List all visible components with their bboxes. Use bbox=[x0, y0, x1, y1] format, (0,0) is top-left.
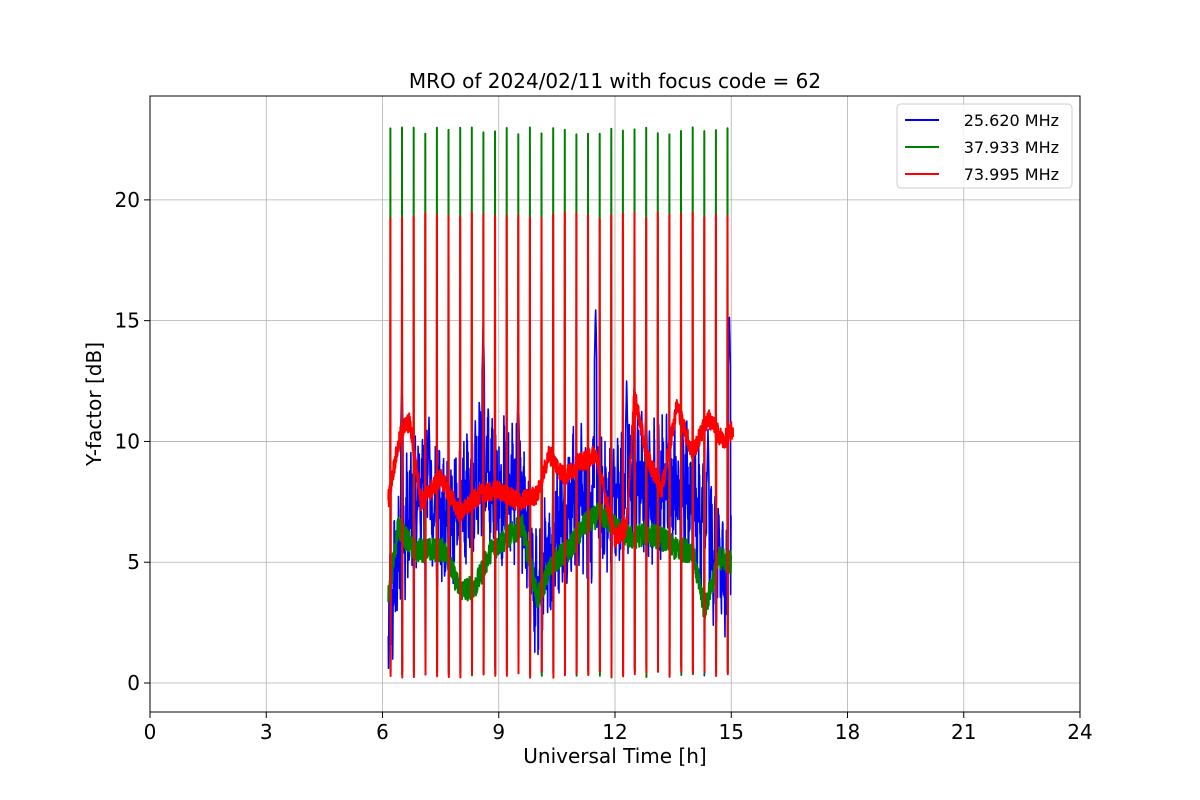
x-tick-label: 3 bbox=[260, 720, 273, 744]
series-line-3 bbox=[387, 211, 735, 679]
x-tick-label: 0 bbox=[144, 720, 157, 744]
y-tick-label: 10 bbox=[115, 429, 140, 453]
series-layer bbox=[387, 126, 735, 679]
y-axis-ticks: 0 5 10 15 20 bbox=[115, 188, 150, 695]
legend-label: 25.620 MHz bbox=[964, 111, 1059, 130]
series-line-2 bbox=[387, 126, 732, 679]
x-tick-label: 24 bbox=[1067, 720, 1092, 744]
x-tick-label: 6 bbox=[376, 720, 389, 744]
x-axis-label: Universal Time [h] bbox=[523, 744, 706, 768]
y-tick-label: 20 bbox=[115, 188, 140, 212]
legend-label: 37.933 MHz bbox=[964, 138, 1059, 157]
legend-label: 73.995 MHz bbox=[964, 165, 1059, 184]
x-tick-label: 21 bbox=[951, 720, 976, 744]
x-tick-label: 18 bbox=[835, 720, 860, 744]
y-tick-label: 15 bbox=[115, 309, 140, 333]
x-tick-label: 9 bbox=[492, 720, 505, 744]
chart-title: MRO of 2024/02/11 with focus code = 62 bbox=[409, 69, 821, 93]
x-tick-label: 15 bbox=[719, 720, 744, 744]
y-axis-label: Y-factor [dB] bbox=[82, 342, 106, 467]
legend-box bbox=[896, 103, 1073, 189]
x-tick-label: 12 bbox=[602, 720, 627, 744]
x-axis-ticks: 0 3 6 9 12 15 18 21 24 bbox=[144, 712, 1093, 744]
y-tick-label: 0 bbox=[127, 671, 140, 695]
y-tick-label: 5 bbox=[127, 550, 140, 574]
legend: 25.620 MHz 37.933 MHz 73.995 MHz bbox=[896, 103, 1073, 189]
